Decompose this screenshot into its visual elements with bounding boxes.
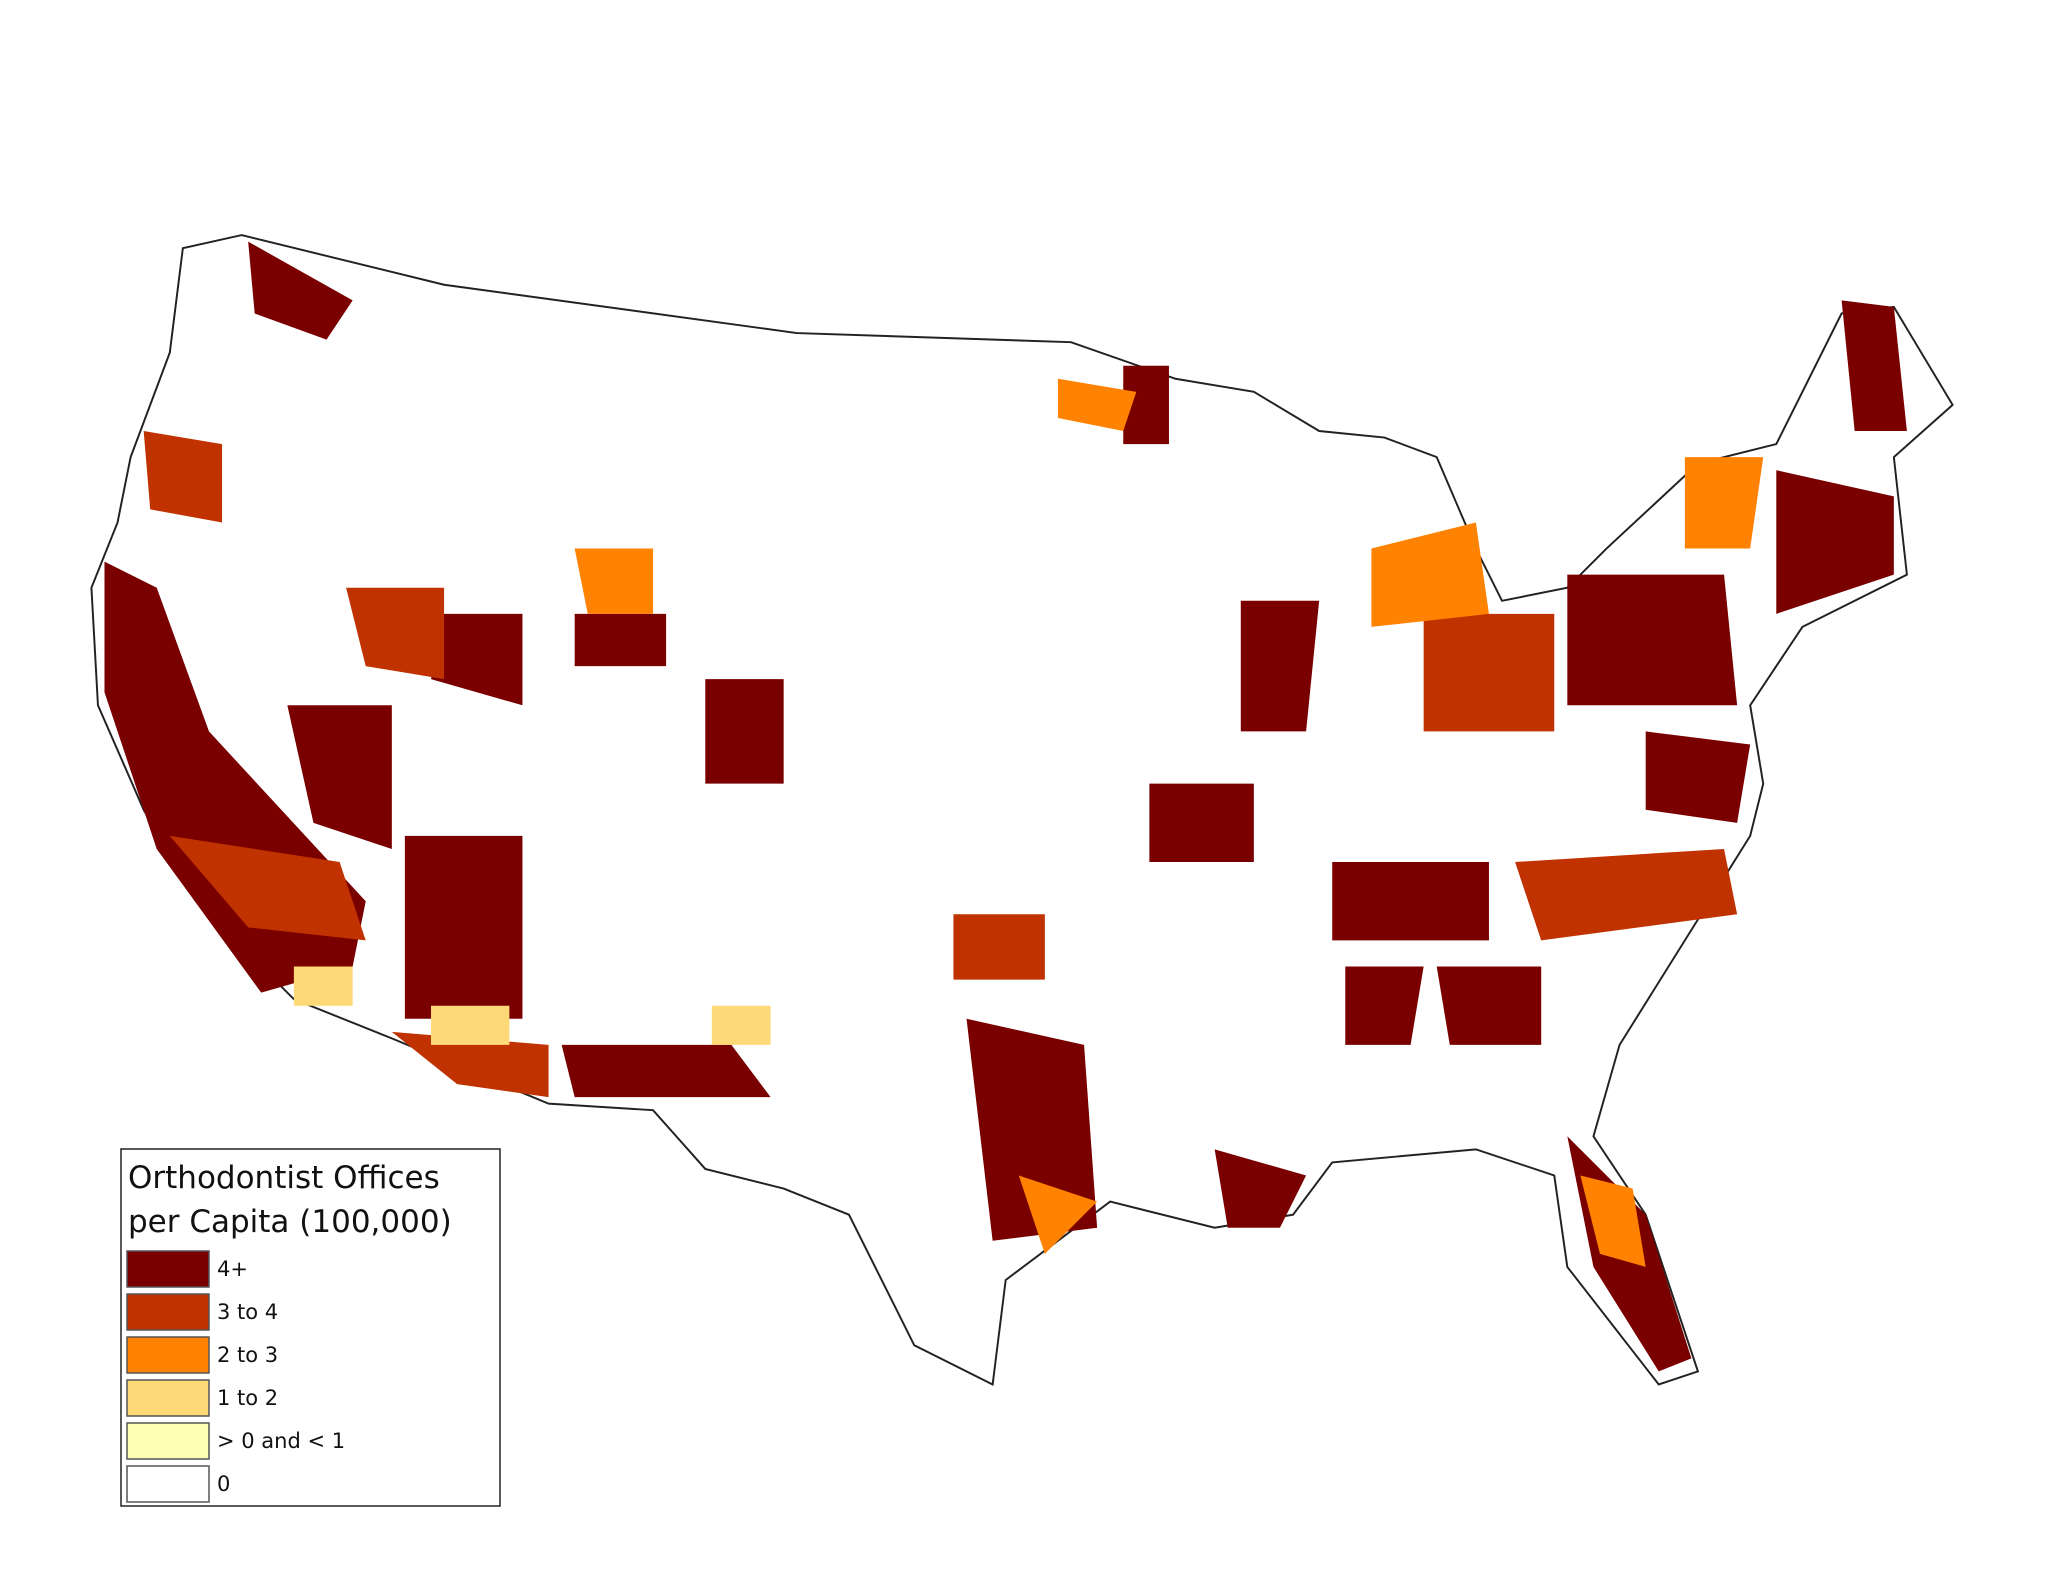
county-region [1057,378,1137,432]
county-region [1436,966,1542,1045]
legend-swatch [126,1465,210,1503]
county-region [391,1031,549,1098]
map-area [90,234,1954,1386]
county-region [1240,600,1320,732]
county-region [169,835,366,941]
county-region [711,1005,771,1045]
county-region [574,548,654,614]
county-region [1567,574,1738,706]
county-region [1214,1149,1307,1228]
legend-label: 3 to 4 [217,1300,278,1324]
legend-label: 2 to 3 [217,1343,278,1367]
county-region [953,914,1045,980]
legend-label: > 0 and < 1 [217,1429,345,1453]
county-region [1515,848,1738,941]
county-region [404,835,523,1019]
county-region [1423,613,1555,732]
legend-label: 0 [217,1472,230,1496]
county-region [1018,1175,1098,1254]
legend-title: Orthodontist Offices [128,1160,440,1196]
county-region [1776,470,1894,614]
county-region [1123,365,1169,445]
county-region [1580,1175,1646,1267]
county-region [143,431,223,523]
legend-swatch [126,1336,210,1374]
county-region [1841,300,1907,432]
legend-label: 4+ [217,1257,248,1281]
legend-swatch [126,1422,210,1460]
legend-swatch [126,1250,210,1288]
county-region [1332,862,1489,941]
county-region [1345,966,1424,1045]
county-region [431,1005,510,1045]
county-region [561,1044,771,1098]
county-region [574,613,667,667]
legend-swatch [126,1379,210,1417]
county-region [431,613,523,706]
county-region [705,679,784,784]
county-region [1371,522,1489,627]
legend-title: per Capita (100,000) [128,1204,452,1240]
legend-label: 1 to 2 [217,1386,278,1410]
legend-items: 4+ 3 to 4 2 to 3 1 to 2 > 0 and < 1 0 [126,1250,345,1503]
county-region [1149,783,1254,863]
county-region [346,587,445,680]
county-region [1645,731,1751,823]
county-region [287,705,392,849]
county-region [248,241,353,340]
legend-swatch [126,1293,210,1331]
county-region [1684,457,1764,549]
county-region [966,1018,1098,1241]
county-region [293,966,353,1006]
